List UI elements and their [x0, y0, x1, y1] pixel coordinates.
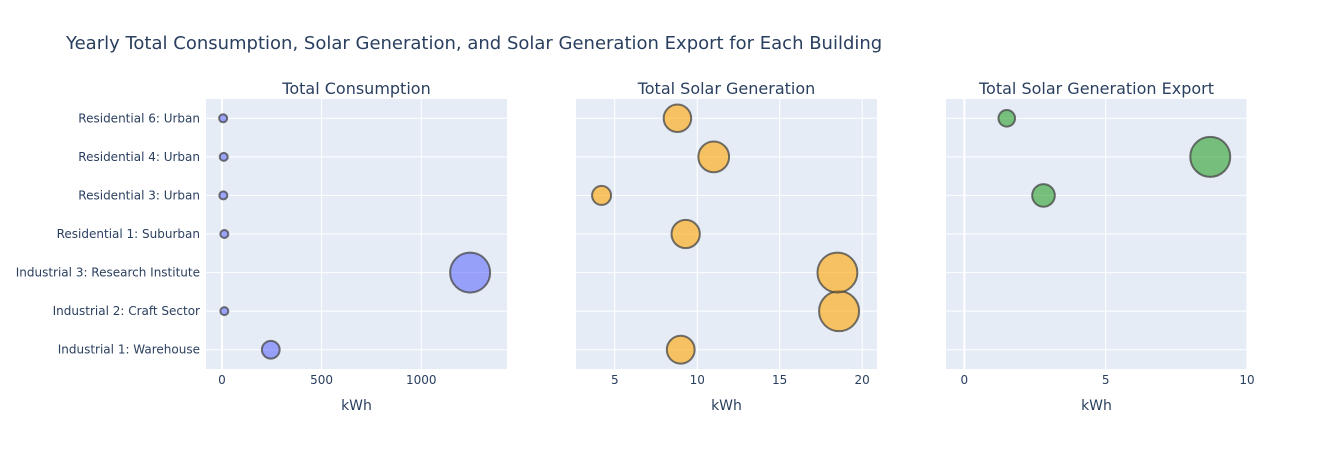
bubble-marker — [260, 339, 281, 360]
x-axis-label: kWh — [1081, 398, 1112, 414]
bubble-marker — [997, 108, 1017, 128]
y-tick-label: Residential 3: Urban — [78, 188, 200, 202]
bubble-marker — [665, 334, 696, 365]
bubble-marker — [218, 190, 229, 201]
subplot-1: 0 500 1000 Total Consumption kWh Industrial 1… — [16, 79, 507, 414]
x-axis-label: kWh — [341, 398, 372, 414]
subplot-2: 5 10 15 20 Total Solar Generation kWh — [576, 79, 877, 414]
y-tick-label: Industrial 3: Research Institute — [16, 266, 200, 280]
subplot-title: Total Consumption — [281, 79, 430, 98]
bubble-marker — [1189, 135, 1232, 178]
y-tick-label: Industrial 1: Warehouse — [58, 343, 200, 357]
x-tick-label: 10 — [1239, 373, 1254, 387]
x-tick-label: 5 — [611, 373, 619, 387]
bubble-marker — [219, 229, 230, 239]
bubble-marker — [219, 306, 230, 317]
x-tick-label: 20 — [855, 373, 870, 387]
bubble-marker — [449, 251, 492, 294]
x-tick-label: 0 — [218, 373, 226, 387]
x-tick-label: 0 — [961, 373, 969, 387]
x-tick-label: 1000 — [406, 373, 437, 387]
x-tick-label: 10 — [690, 373, 705, 387]
y-tick-label: Residential 4: Urban — [78, 150, 200, 164]
bubble-marker — [1031, 183, 1056, 208]
chart-title: Yearly Total Consumption, Solar Generati… — [66, 33, 883, 54]
x-tick-label: 5 — [1102, 373, 1110, 387]
subplot-3: 0 5 10 Total Solar Generation Export kWh — [946, 79, 1255, 414]
bubble-marker — [670, 218, 701, 250]
bubble-marker — [218, 151, 229, 162]
subplot-title: Total Solar Generation Export — [978, 79, 1214, 98]
bubble-marker — [818, 290, 861, 333]
y-tick-label: Residential 1: Suburban — [57, 227, 200, 241]
bubble-marker — [218, 113, 229, 124]
x-tick-label: 15 — [772, 373, 787, 387]
y-tick-label: Residential 6: Urban — [78, 111, 200, 125]
y-tick-label: Industrial 2: Craft Sector — [53, 304, 200, 318]
bubble-marker — [697, 140, 731, 174]
x-axis-label: kWh — [711, 398, 742, 414]
subplot-title: Total Solar Generation — [637, 79, 816, 98]
bubble-marker — [662, 103, 693, 134]
bubble-marker — [816, 251, 859, 294]
x-tick-label: 500 — [310, 373, 333, 387]
bubble-marker — [591, 184, 613, 206]
